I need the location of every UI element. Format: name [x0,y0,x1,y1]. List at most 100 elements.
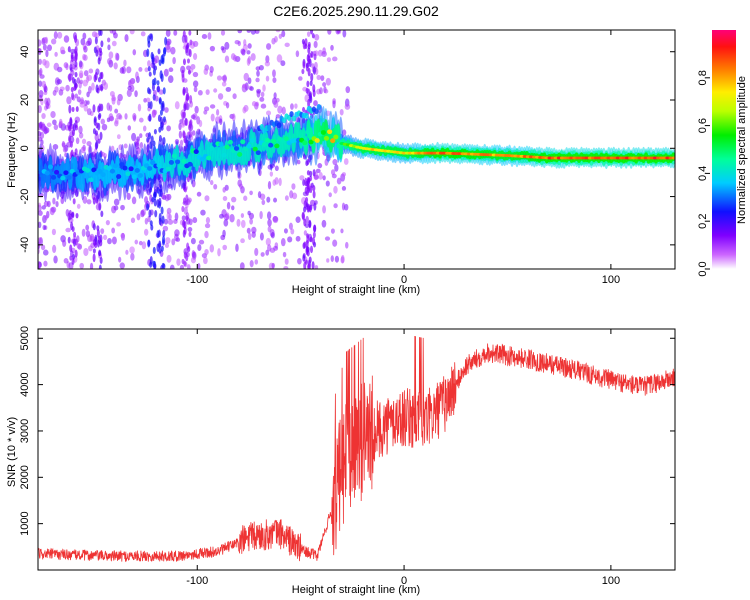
noise-cell [69,213,73,220]
spectrogram-panel: -100 0 100 -40 -20 0 20 40 Height of straight l… [6,29,676,296]
noise-cell [158,247,162,254]
noise-cell [168,67,174,72]
noise-cell [187,227,193,232]
noise-cell [52,244,57,254]
ridge-core-cell [261,142,268,147]
noise-cell [314,265,319,269]
noise-cell [188,218,193,226]
noise-cell [345,241,349,249]
ridge-cell [267,124,272,131]
noise-cell [44,60,50,69]
noise-cell [158,217,162,226]
noise-cell [99,50,103,56]
noise-cell [302,253,306,259]
noise-cell [167,75,174,84]
y-tick-label: -20 [19,189,31,205]
noise-cell [83,247,89,257]
noise-cell [38,58,42,65]
noise-cell [178,130,183,139]
ridge-cell [281,117,287,124]
noise-cell [165,44,171,50]
noise-cell [156,230,160,239]
noise-cell [143,228,149,236]
ridge-core-cell [323,135,330,141]
noise-cell [345,86,351,94]
noise-cell [147,101,151,109]
noise-cell [222,187,226,193]
spectrogram-blobs [38,30,675,269]
noise-cell [111,40,117,47]
noise-cell [264,60,271,67]
ridge-core-cell [44,170,50,176]
noise-cell [229,214,235,223]
noise-cell [330,169,336,176]
noise-cell [164,107,169,113]
spectrogram-y-label: Frequency (Hz) [6,112,18,188]
noise-cell [103,82,108,90]
noise-cell [110,145,115,152]
ridge-core-cell [66,175,72,180]
noise-cell [94,71,98,81]
ridge-core-cell [134,168,140,173]
noise-cell [342,30,347,38]
noise-cell [111,205,117,214]
noise-cell [60,46,65,54]
noise-cell [147,106,151,112]
noise-cell [144,217,149,225]
noise-cell [309,95,313,104]
noise-cell [38,131,42,137]
noise-cell [256,70,260,77]
noise-cell [40,139,44,146]
noise-cell [224,41,230,50]
noise-cell [53,31,58,40]
noise-cell [259,232,264,241]
noise-cell [205,89,210,96]
noise-cell [67,46,71,53]
noise-cell [184,34,188,43]
noise-cell [100,228,105,234]
noise-cell [150,33,154,42]
noise-cell [156,80,160,86]
noise-cell [54,51,58,57]
noise-cell [157,48,161,55]
noise-cell [305,190,309,196]
noise-cell [92,196,96,205]
noise-cell [246,227,251,234]
colorbar-tick-label: 0.0 [697,261,709,276]
noise-cell [332,158,338,166]
noise-cell [114,117,119,125]
noise-cell [159,109,163,116]
noise-cell [189,39,193,46]
noise-cell [219,213,224,219]
ridge-core-cell [150,160,156,166]
noise-cell [100,118,106,125]
noise-cell [255,66,261,71]
noise-cell [327,30,332,35]
noise-cell [192,216,198,224]
noise-cell [127,125,132,131]
noise-cell [306,80,310,88]
noise-cell [63,35,70,43]
noise-cell [303,261,307,269]
noise-cell [51,228,57,236]
noise-cell [142,125,147,132]
colorbar-label: Normalized spectral amplitude [736,76,748,224]
noise-cell [68,73,72,82]
noise-cell [148,71,152,77]
noise-cell [65,84,70,92]
noise-cell [76,243,81,249]
ridge-cell [80,172,85,193]
ridge-cell [304,112,309,119]
noise-cell [217,248,221,257]
noise-cell [98,264,102,269]
ridge-cell [316,103,322,110]
noise-cell [190,114,196,120]
noise-cell [295,50,300,58]
noise-cell [161,103,165,112]
noise-cell [146,137,150,143]
snr-panel: -100 0 100 1000 2000 3000 4000 5000 Height of s… [6,326,676,596]
noise-cell [203,256,208,265]
noise-cell [261,199,266,206]
ridge-core-cell [50,175,57,180]
noise-cell [251,226,257,234]
